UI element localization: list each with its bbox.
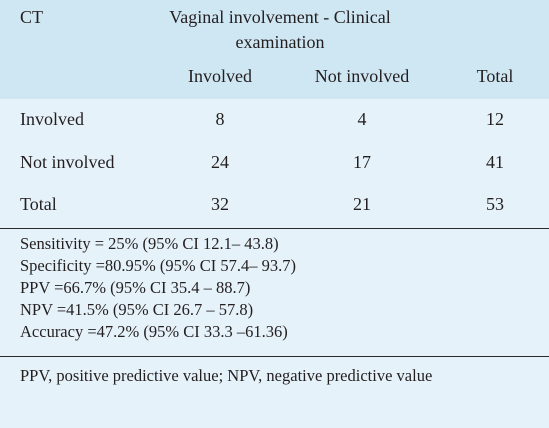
table-cell: 17 — [353, 152, 371, 172]
table-cell: 8 — [215, 109, 225, 129]
column-header-not-involved: Not involved — [314, 66, 410, 86]
row-label-not-involved: Not involved — [20, 152, 115, 172]
table-cell: 32 — [211, 194, 229, 214]
table-body-background — [0, 99, 549, 228]
table-cell: 53 — [486, 194, 504, 214]
row-label-involved: Involved — [20, 109, 84, 129]
notes-bottom-rule — [0, 356, 549, 357]
stub-header: CT — [20, 7, 44, 27]
abbreviation-footnote: PPV, positive predictive value; NPV, neg… — [20, 366, 433, 385]
column-header-involved: Involved — [188, 66, 252, 86]
table-cell: 21 — [353, 194, 371, 214]
table-cell: 4 — [357, 109, 367, 129]
accuracy-note: Accuracy =47.2% (95% CI 33.3 –61.36) — [20, 322, 288, 341]
sensitivity-note: Sensitivity = 25% (95% CI 12.1– 43.8) — [20, 234, 279, 253]
specificity-note: Specificity =80.95% (95% CI 57.4– 93.7) — [20, 256, 297, 275]
ppv-note: PPV =66.7% (95% CI 35.4 – 88.7) — [20, 278, 251, 297]
group-header-line1: Vaginal involvement - Clinical — [169, 7, 391, 27]
table-cell: 24 — [211, 152, 229, 172]
column-header-total: Total — [476, 66, 514, 86]
table-bottom-rule — [0, 228, 549, 229]
table-header-background — [0, 0, 549, 99]
table-cell: 12 — [486, 109, 504, 129]
npv-note: NPV =41.5% (95% CI 26.7 – 57.8) — [20, 300, 254, 319]
group-header-line2: examination — [235, 32, 325, 52]
row-label-total: Total — [20, 194, 57, 214]
table-cell: 41 — [486, 152, 504, 172]
